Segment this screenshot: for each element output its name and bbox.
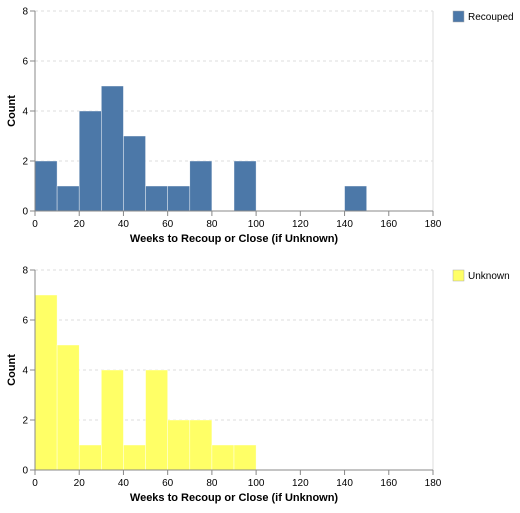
legend-swatch: [452, 269, 465, 282]
histogram-bar: [56, 344, 80, 471]
x-tick-label: 0: [32, 219, 38, 230]
x-tick-label: 80: [206, 219, 218, 230]
histogram-bar: [233, 160, 257, 212]
histogram-bar: [145, 369, 168, 471]
x-tick-label: 180: [425, 219, 442, 230]
x-tick-label: 100: [248, 478, 265, 489]
legend: Unknown: [452, 269, 510, 282]
y-tick-label: 4: [22, 107, 28, 118]
legend-swatch: [452, 10, 465, 23]
y-tick-label: 6: [22, 57, 28, 68]
x-axis-title: Weeks to Recoup or Close (if Unknown): [130, 233, 339, 245]
histogram-bar: [101, 85, 124, 212]
histogram-bar: [101, 369, 124, 471]
histogram-bar: [78, 444, 102, 471]
x-tick-label: 60: [162, 219, 174, 230]
y-tick-label: 0: [22, 207, 28, 218]
x-tick-label: 120: [292, 219, 309, 230]
x-tick-label: 40: [118, 478, 130, 489]
histogram-bar: [344, 185, 367, 212]
x-tick-label: 160: [380, 219, 397, 230]
legend: Recouped: [452, 10, 514, 23]
y-tick-label: 8: [22, 266, 28, 277]
x-tick-label: 140: [336, 478, 353, 489]
y-tick-label: 2: [22, 416, 28, 427]
legend-label: Recouped: [468, 12, 514, 23]
y-tick-label: 4: [22, 366, 28, 377]
histogram-bar: [167, 419, 191, 471]
histogram-bar: [189, 419, 213, 471]
x-tick-label: 180: [425, 478, 442, 489]
histogram-bar: [78, 110, 102, 212]
legend-label: Unknown: [468, 271, 510, 282]
x-tick-label: 100: [248, 219, 265, 230]
histogram-bar: [123, 444, 146, 471]
histogram-bar: [189, 160, 213, 212]
x-tick-label: 160: [380, 478, 397, 489]
x-tick-label: 40: [118, 219, 130, 230]
y-axis-title: Count: [6, 354, 18, 386]
histogram-bar: [123, 135, 146, 212]
x-tick-label: 0: [32, 478, 38, 489]
y-axis-title: Count: [6, 95, 18, 127]
x-tick-label: 80: [206, 478, 218, 489]
histogram-bar: [167, 185, 191, 212]
x-tick-label: 120: [292, 478, 309, 489]
y-tick-label: 2: [22, 157, 28, 168]
histogram-bar: [34, 160, 58, 212]
x-tick-label: 20: [74, 478, 86, 489]
x-tick-label: 60: [162, 478, 174, 489]
x-axis-title: Weeks to Recoup or Close (if Unknown): [130, 492, 339, 504]
x-tick-label: 20: [74, 219, 86, 230]
y-tick-label: 6: [22, 316, 28, 327]
y-tick-label: 8: [22, 7, 28, 18]
histogram-bar: [34, 294, 58, 471]
histogram-bar: [145, 185, 168, 212]
histogram-bar: [233, 444, 257, 471]
y-tick-label: 0: [22, 466, 28, 477]
histogram-bar: [56, 185, 80, 212]
x-tick-label: 140: [336, 219, 353, 230]
histogram-bar: [211, 444, 235, 471]
